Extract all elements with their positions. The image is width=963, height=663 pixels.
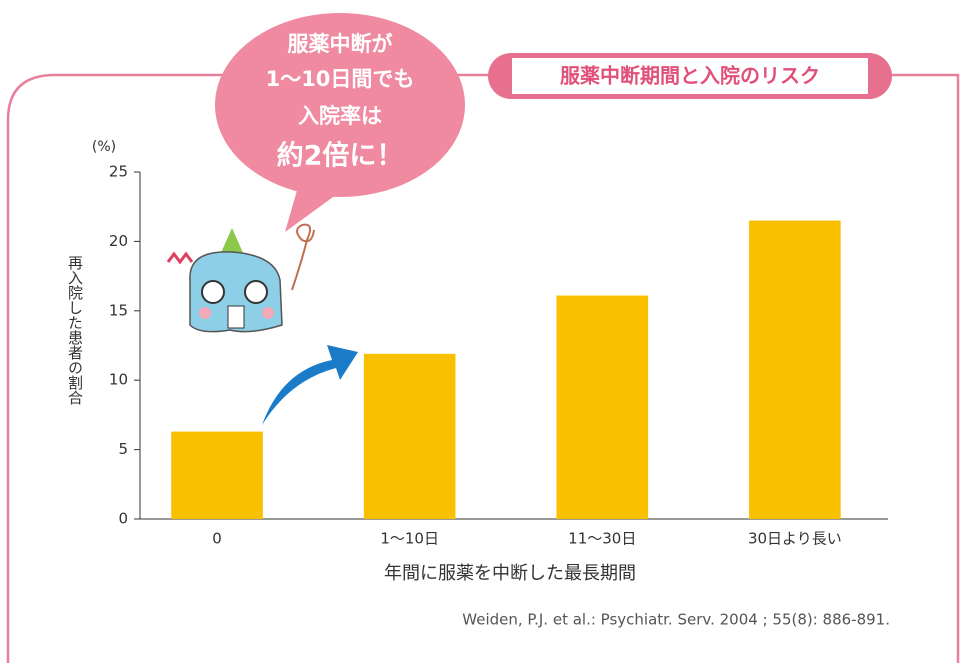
y-unit: (%): [92, 139, 116, 155]
y-tick-label: 20: [109, 232, 128, 250]
y-axis-label: 再入院した患者の割合: [66, 255, 84, 405]
y-tick-label: 0: [118, 510, 128, 528]
bar: [749, 221, 841, 519]
chart-title: 服薬中断期間と入院のリスク: [560, 64, 820, 88]
source: Weiden, P.J. et al.: Psychiatr. Serv. 20…: [462, 611, 890, 629]
callout-line: 入院率は: [298, 104, 382, 128]
chart: 服薬中断期間と入院のリスク 服薬中断が 1〜10日間でも 入院率は 約2倍に！ …: [0, 0, 963, 663]
bar: [556, 296, 648, 519]
bar: [171, 432, 263, 519]
bar: [364, 354, 456, 519]
y-tick-label: 10: [109, 371, 128, 389]
character: [168, 225, 314, 332]
callout-line: 約2倍に！: [277, 140, 404, 172]
x-tick-label: 11〜30日: [568, 530, 636, 548]
y-tick-label: 15: [109, 301, 128, 319]
callout-line: 1〜10日間でも: [266, 67, 415, 91]
x-axis-label: 年間に服薬を中断した最長期間: [384, 563, 636, 584]
arrow: [262, 345, 358, 425]
y-tick-label: 5: [118, 440, 128, 458]
x-tick-label: 30日より長い: [748, 530, 842, 548]
y-tick-label: 25: [109, 163, 128, 181]
x-tick-label: 1〜10日: [380, 530, 439, 548]
x-tick-label: 0: [212, 530, 222, 548]
callout-line: 服薬中断が: [288, 32, 393, 56]
